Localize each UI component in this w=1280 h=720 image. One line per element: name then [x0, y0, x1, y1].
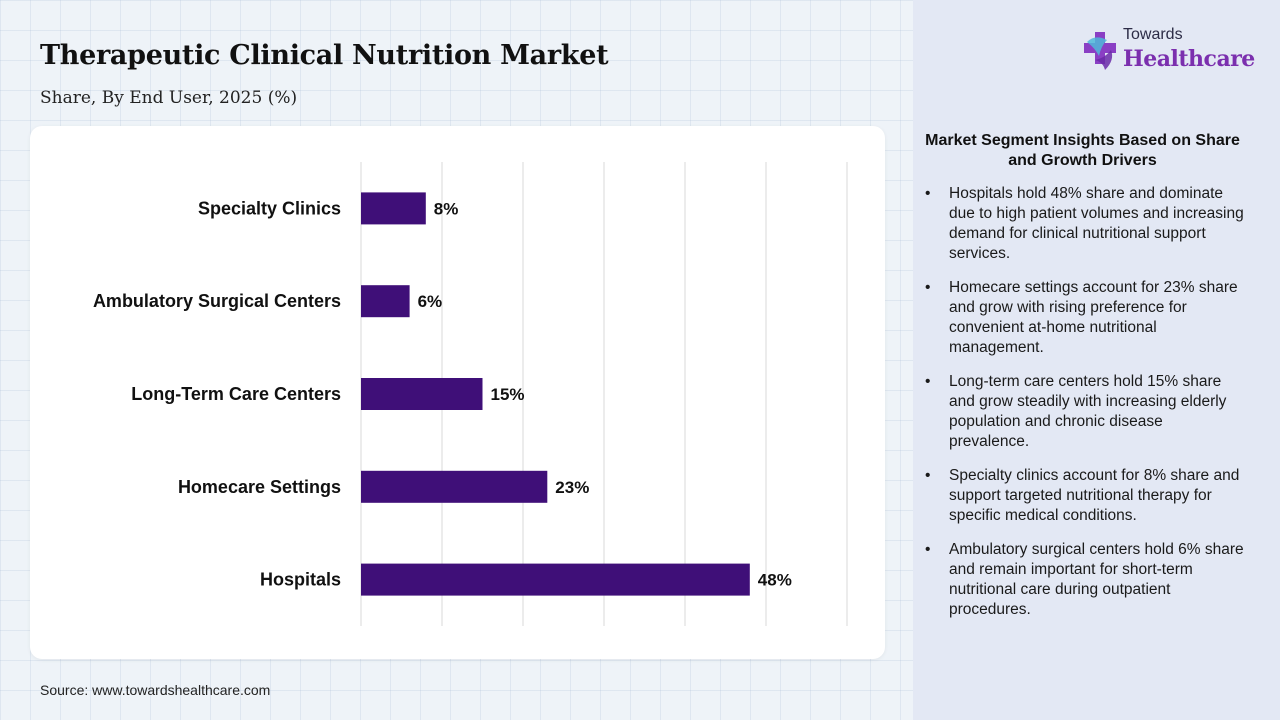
- insights-heading: Market Segment Insights Based on Share a…: [925, 132, 1240, 169]
- data-label: 8%: [434, 199, 459, 218]
- bar: [361, 285, 410, 318]
- insight-text: Ambulatory surgical centers hold 6% shar…: [949, 541, 1244, 618]
- insight-item: • Ambulatory surgical centers hold 6% sha…: [925, 540, 1245, 620]
- bullet-icon: •: [925, 373, 931, 390]
- logo-main-text: Healthcare: [1123, 46, 1255, 72]
- insight-item: • Specialty clinics account for 8% share …: [925, 466, 1245, 526]
- logo-top-text: Towards: [1123, 26, 1183, 43]
- bar-chart: Specialty Clinics 8% Ambulatory Surgical C…: [93, 162, 848, 626]
- insights-list: • Hospitals hold 48% share and dominate d…: [925, 184, 1245, 634]
- chart-card: Specialty Clinics 8% Ambulatory Surgical C…: [30, 126, 885, 659]
- source-note: Source: www.towardshealthcare.com: [40, 682, 271, 698]
- page-title: Therapeutic Clinical Nutrition Market: [40, 40, 609, 71]
- insight-item: • Hospitals hold 48% share and dominate d…: [925, 184, 1245, 264]
- brand-logo: Towards Healthcare: [1081, 26, 1256, 78]
- bullet-icon: •: [925, 467, 931, 484]
- category-label: Hospitals: [260, 570, 341, 590]
- bar: [361, 563, 750, 596]
- insight-item: • Homecare settings account for 23% share…: [925, 278, 1245, 358]
- insights-sidebar: [913, 0, 1280, 720]
- bullet-icon: •: [925, 541, 931, 558]
- data-label: 6%: [418, 292, 443, 311]
- insight-text: Specialty clinics account for 8% share a…: [949, 467, 1240, 524]
- bullet-icon: •: [925, 279, 931, 296]
- insight-text: Long-term care centers hold 15% share an…: [949, 373, 1227, 450]
- category-label: Homecare Settings: [178, 477, 341, 497]
- data-label: 15%: [491, 385, 525, 404]
- insight-item: • Long-term care centers hold 15% share a…: [925, 372, 1245, 452]
- insight-text: Hospitals hold 48% share and dominate du…: [949, 185, 1244, 262]
- bar: [361, 192, 426, 225]
- data-label: 23%: [555, 478, 589, 497]
- bar: [361, 378, 483, 410]
- category-label: Specialty Clinics: [198, 198, 341, 218]
- data-label: 48%: [758, 571, 792, 590]
- bar: [361, 470, 548, 503]
- medical-cross-icon: [1084, 32, 1116, 70]
- insight-text: Homecare settings account for 23% share …: [949, 279, 1238, 356]
- page-subtitle: Share, By End User, 2025 (%): [40, 88, 298, 108]
- category-label: Long-Term Care Centers: [131, 384, 341, 404]
- bullet-icon: •: [925, 185, 931, 202]
- category-label: Ambulatory Surgical Centers: [93, 291, 341, 311]
